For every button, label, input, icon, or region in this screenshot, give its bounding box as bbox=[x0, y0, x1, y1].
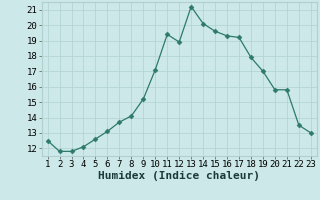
X-axis label: Humidex (Indice chaleur): Humidex (Indice chaleur) bbox=[98, 171, 260, 181]
